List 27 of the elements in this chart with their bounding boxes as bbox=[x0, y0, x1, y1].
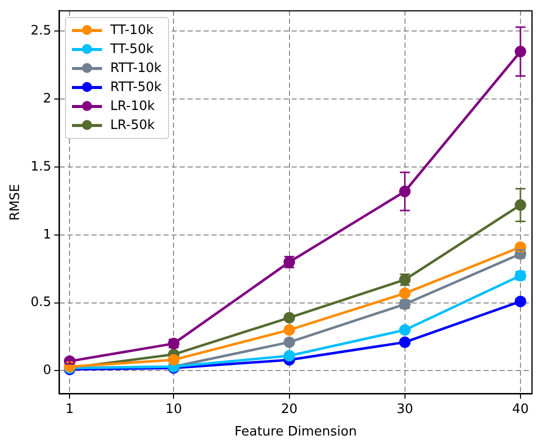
y-tick-label: 0 bbox=[42, 363, 52, 378]
y-axis-title: RMSE bbox=[8, 184, 24, 221]
legend-label: RTT-50k bbox=[110, 80, 162, 95]
legend-label: RTT-10k bbox=[110, 60, 162, 76]
y-tick-label: 1 bbox=[42, 227, 52, 242]
x-tick-label: 10 bbox=[165, 402, 182, 417]
point bbox=[399, 324, 411, 336]
point bbox=[284, 312, 296, 324]
point bbox=[284, 324, 296, 336]
point bbox=[284, 336, 296, 348]
point bbox=[399, 288, 411, 300]
x-tick-label: 1 bbox=[66, 402, 74, 417]
point bbox=[168, 354, 180, 366]
x-tick-label: 40 bbox=[512, 402, 529, 417]
legend-label: TT-50k bbox=[110, 42, 154, 57]
x-axis-title: Feature Dimension bbox=[234, 424, 357, 440]
point bbox=[399, 336, 411, 348]
y-tick-label: 1.5 bbox=[30, 159, 52, 174]
point bbox=[284, 350, 296, 362]
y-tick-label: 2.5 bbox=[30, 24, 52, 39]
x-tick-label: 20 bbox=[281, 402, 298, 417]
y-tick-label: 0.5 bbox=[30, 295, 52, 310]
y-tick-label: 2 bbox=[42, 91, 52, 106]
legend-label: LR-50k bbox=[110, 118, 155, 133]
x-tick-label: 30 bbox=[396, 402, 414, 417]
legend-label: LR-10k bbox=[110, 98, 155, 114]
legend-label: TT-10k bbox=[110, 22, 154, 38]
